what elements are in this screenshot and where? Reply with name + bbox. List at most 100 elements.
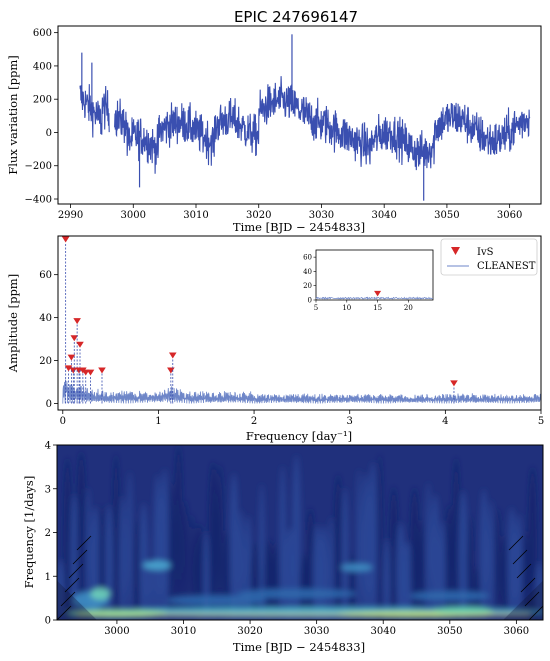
wavelet-streak-48 [389, 486, 398, 620]
inset-ticks: 5 10 15 20 0 20 40 60 [303, 254, 413, 312]
wavelet-streak-53 [425, 482, 431, 620]
wavelet-streak-32 [279, 465, 286, 620]
wavelet-streak-64 [500, 535, 509, 620]
inset-ytick-label: 20 [303, 282, 312, 290]
coi-hatch-right-3 [516, 563, 532, 579]
lightcurve-ytick-label: −200 [25, 161, 52, 172]
spectrum-frame [57, 235, 542, 411]
lightcurve-xtick-label: 3030 [309, 210, 334, 221]
wavelet-streak-61 [479, 488, 489, 620]
wavelet-power-region-4 [236, 588, 357, 599]
wavelet-streak-39 [328, 517, 334, 620]
lightcurve-xlabel: Time [BJD − 2454833] [233, 220, 365, 234]
wavelet-power-region-1 [90, 587, 111, 600]
wavelet-streak-40 [334, 474, 342, 620]
spectrum-ytick-label: 40 [39, 313, 52, 324]
inset-xtick-label: 10 [342, 304, 351, 312]
lightcurve-xtick-label: 3040 [371, 210, 396, 221]
spectrum-xtick-label: 5 [538, 416, 544, 427]
wavelet-power [57, 445, 543, 620]
legend-cleanest-label: CLEANEST [477, 261, 536, 272]
lightcurve-ytick-label: −400 [25, 195, 52, 206]
inset-ytick-label: 60 [303, 254, 312, 262]
lightcurve-xtick-label: 2990 [58, 210, 83, 221]
cleanest-spectrum [62, 379, 542, 404]
spectrum-series [61, 236, 542, 404]
lightcurve-ytick-label: 0 [46, 128, 52, 139]
wavelet-streak-23 [217, 463, 223, 620]
ivs-peak-12 [167, 367, 175, 374]
wavelet-ticks: 3000 3010 3020 3030 3040 3050 3060 0 1 2 3 4 [45, 441, 529, 638]
wavelet-streak-44 [361, 472, 371, 620]
wavelet-xtick-label: 3030 [304, 626, 329, 637]
wavelet-streak-19 [190, 514, 195, 620]
spectrum-inset: 5 10 15 20 0 20 40 60 [303, 249, 434, 312]
wavelet-streak-66 [515, 514, 523, 620]
lightcurve-line [79, 76, 531, 174]
wavelet-streak-54 [430, 494, 440, 620]
ivs-peak-10 [86, 369, 95, 376]
wavelet-streak-47 [383, 538, 390, 620]
wavelet-streak-62 [488, 500, 494, 620]
inset-xtick-label: 20 [404, 304, 413, 312]
wavelet-streak-25 [229, 473, 239, 620]
spectrum-ytick-label: 0 [46, 399, 52, 410]
spectrum-ytick-label: 20 [39, 356, 52, 367]
inset-background [315, 249, 434, 301]
wavelet-streak-4 [86, 487, 91, 620]
wavelet-streak-14 [153, 474, 162, 620]
ivs-peak-5 [73, 318, 81, 325]
wavelet-streak-50 [403, 541, 413, 620]
wavelet-streak-38 [320, 525, 329, 620]
wavelet-cone-of-influence [57, 535, 543, 620]
ivs-peak-4 [70, 335, 79, 342]
coi-hatch-left-4 [72, 549, 88, 565]
wavelet-streak-46 [377, 454, 383, 620]
coi-hatch-left-2 [64, 577, 80, 593]
inset-xtick-label: 5 [314, 304, 318, 312]
spectrum-xtick-label: 0 [60, 416, 66, 427]
wavelet-ytick-label: 2 [45, 528, 51, 539]
wavelet-streak-16 [168, 481, 175, 620]
wavelet-streak-22 [208, 461, 218, 620]
coi-hatch-right-0 [528, 605, 543, 620]
spectrum-xtick-label: 2 [251, 416, 257, 427]
wavelet-streak-8 [113, 454, 120, 620]
wavelet-streak-43 [356, 469, 362, 620]
wavelet-streak-18 [182, 500, 189, 620]
lightcurve-frame [57, 25, 542, 205]
wavelet-streak-68 [528, 466, 537, 620]
wavelet-streak-21 [203, 531, 210, 620]
lightcurve-ytick-label: 400 [33, 61, 52, 72]
lightcurve-xtick-label: 3050 [434, 210, 459, 221]
wavelet-ylabel: Frequency [1/days] [22, 476, 36, 589]
inset-xtick-label: 15 [373, 304, 382, 312]
wavelet-streak-45 [368, 462, 377, 620]
wavelet-streak-15 [160, 468, 169, 620]
wavelet-streak-20 [194, 523, 204, 620]
wavelet-panel: 3000 3010 3020 3030 3040 3050 3060 0 1 2 3 4 Time [… [22, 441, 544, 654]
ivs-peak-3 [69, 367, 78, 374]
wavelet-xtick-label: 3000 [104, 626, 129, 637]
wavelet-streak-9 [119, 496, 127, 620]
wavelet-streak-55 [439, 520, 446, 620]
spectrum-xlabel: Frequency [day⁻¹] [246, 429, 352, 443]
lightcurve-ylabel: Flux variation [ppm] [6, 55, 20, 174]
wavelet-streak-13 [147, 559, 154, 620]
wavelet-power-region-3 [340, 563, 373, 572]
wavelet-streak-59 [466, 515, 474, 620]
wavelet-power-region-10 [433, 606, 494, 615]
lightcurve-panel: 2990 3000 3010 3020 3030 3040 3050 3060 −400 −200… [6, 25, 542, 234]
wavelet-xtick-label: 3050 [437, 626, 462, 637]
wavelet-streak-2 [70, 494, 79, 620]
ivs-peak-2 [67, 354, 76, 361]
wavelet-xlabel: Time [BJD − 2454833] [233, 640, 365, 654]
wavelet-streak-51 [410, 487, 419, 620]
lightcurve-xtick-label: 3020 [246, 210, 271, 221]
ivs-peak-11 [98, 367, 106, 374]
figure-title: EPIC 247696147 [234, 8, 358, 26]
wavelet-streak-1 [63, 457, 72, 620]
wavelet-streak-56 [445, 504, 454, 620]
